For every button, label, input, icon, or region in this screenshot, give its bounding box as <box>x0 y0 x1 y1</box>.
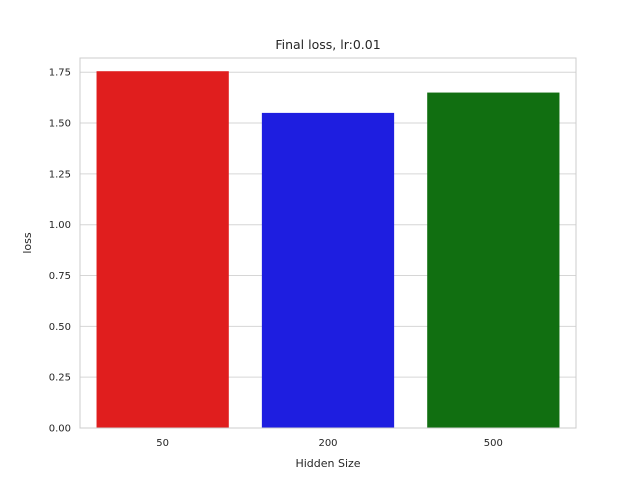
x-tick-labels: 50 200 500 <box>156 438 503 449</box>
y-tick-label: 0.75 <box>49 271 71 282</box>
bars <box>96 71 560 429</box>
x-axis-label: Hidden Size <box>295 457 360 470</box>
bar-50 <box>96 71 229 428</box>
x-tick-label: 500 <box>484 438 503 449</box>
y-tick-label: 0.50 <box>49 322 71 333</box>
y-tick-label: 1.25 <box>49 169 71 180</box>
y-tick-label: 0.25 <box>49 373 71 384</box>
x-tick-label: 200 <box>318 438 337 449</box>
y-tick-label: 1.75 <box>49 68 71 79</box>
y-tick-label: 0.00 <box>49 424 71 435</box>
plot-frame <box>79 57 577 429</box>
y-tick-label: 1.50 <box>49 119 71 130</box>
bar-200 <box>261 112 395 428</box>
y-axis-label: loss <box>21 232 34 254</box>
x-tick-label: 50 <box>156 438 169 449</box>
chart-title: Final loss, lr:0.01 <box>275 37 380 52</box>
y-tick-labels: 0.00 0.25 0.50 0.75 1.00 1.25 1.50 1.75 <box>49 68 71 435</box>
y-tick-label: 1.00 <box>49 220 71 231</box>
bar-500 <box>427 92 560 429</box>
